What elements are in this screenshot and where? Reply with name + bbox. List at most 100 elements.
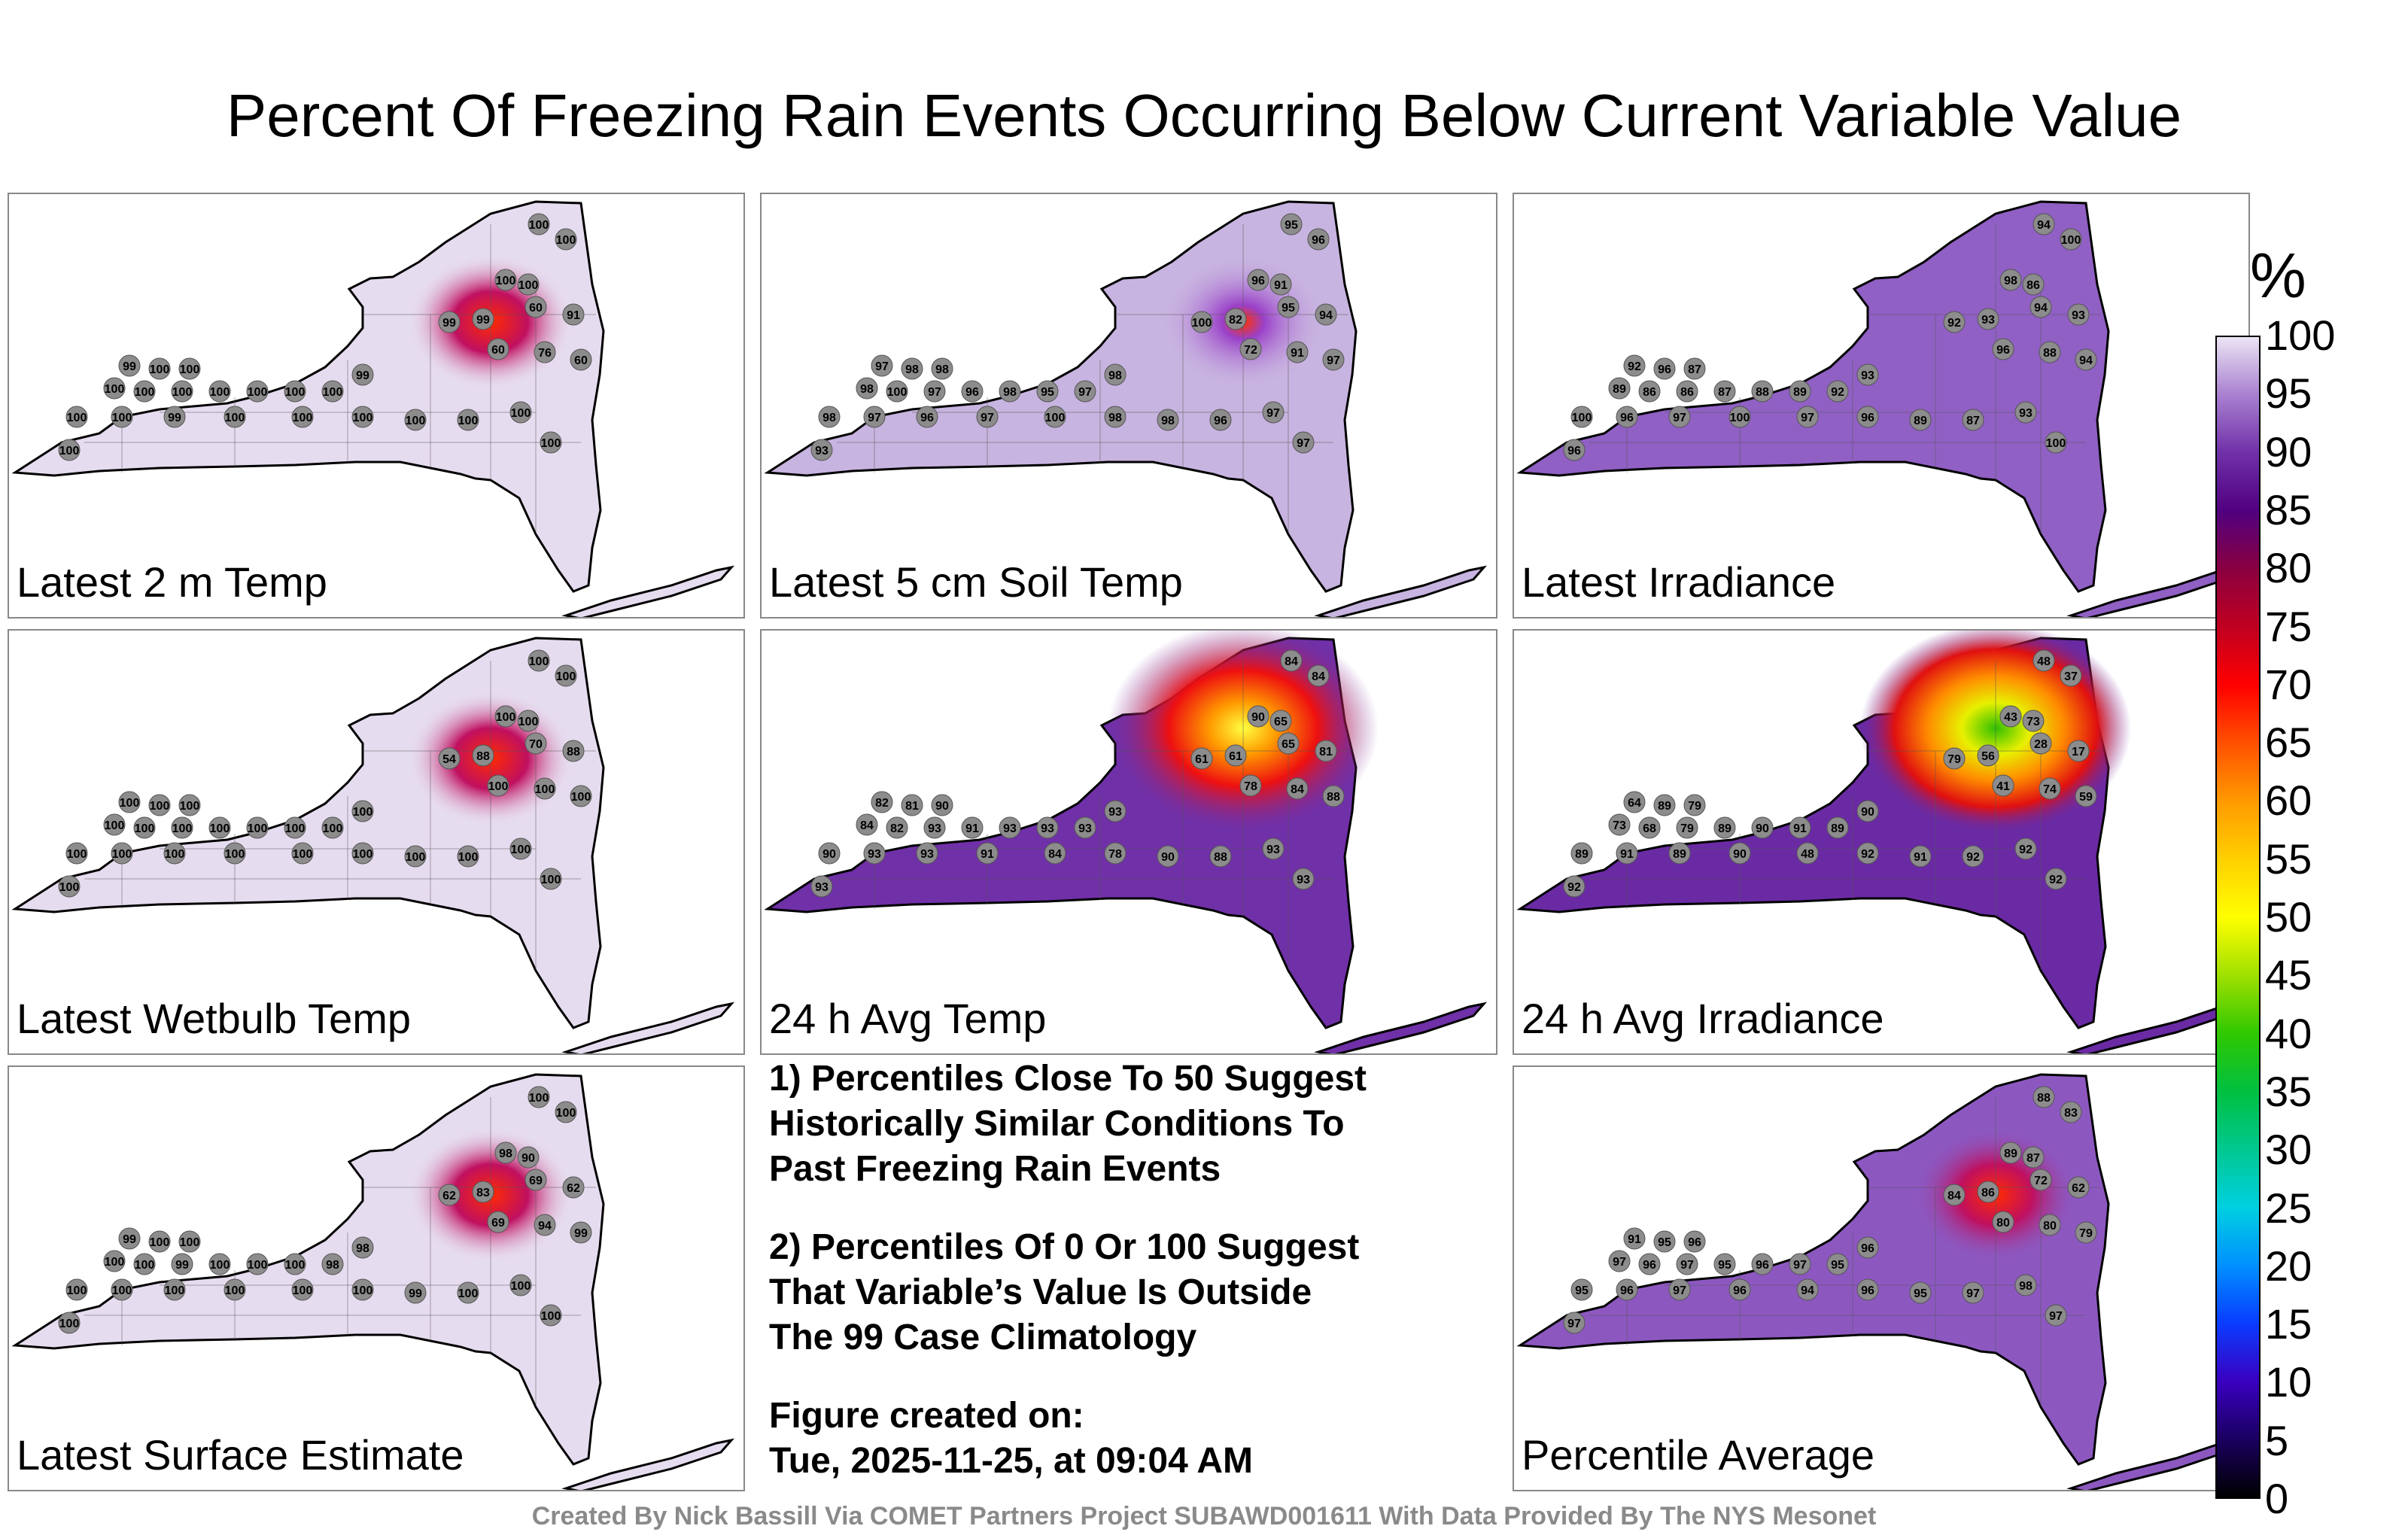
station-label: 93 [2019, 407, 2033, 420]
colorbar-tick-label: 15 [2265, 1300, 2312, 1348]
station-label: 100 [165, 1284, 185, 1297]
station-marker [1190, 311, 1213, 333]
station-label: 86 [1680, 386, 1694, 399]
station-value: 100 [404, 845, 427, 868]
station-value: 100 [886, 380, 908, 403]
station-value: 87 [2022, 1146, 2045, 1169]
station-label: 96 [1756, 1259, 1769, 1272]
station-label: 100 [353, 1284, 373, 1297]
station-label: 93 [868, 848, 881, 861]
colorbar-unit: % [2250, 240, 2306, 311]
station-marker [1856, 363, 1879, 386]
station-label: 100 [529, 655, 549, 668]
station-label: 96 [1996, 344, 2010, 357]
station-label: 92 [1567, 881, 1581, 894]
station-value: 84 [1044, 842, 1066, 865]
station-label: 93 [815, 881, 829, 894]
station-marker [1157, 845, 1179, 868]
station-value: 97 [2045, 1304, 2067, 1327]
station-label: 91 [1274, 279, 1288, 292]
station-marker [1856, 1236, 1879, 1259]
station-value: 89 [1570, 842, 1593, 865]
station-label: 96 [1861, 412, 1874, 424]
station-marker [1157, 409, 1179, 431]
station-value: 100 [284, 1253, 306, 1275]
station-value: 82 [886, 816, 908, 839]
station-value: 73 [2022, 710, 2045, 732]
station-label: 69 [491, 1217, 505, 1230]
station-label: 94 [538, 1220, 552, 1233]
station-marker [1563, 439, 1586, 461]
note-line: 2) Percentiles Of 0 Or 100 Suggest [769, 1227, 1360, 1267]
station-marker [1962, 1281, 1984, 1304]
station-value: 91 [1269, 273, 1292, 296]
station-label: 97 [1673, 412, 1686, 424]
station-marker [1676, 816, 1698, 839]
station-marker [223, 842, 246, 865]
station-marker [494, 1141, 517, 1164]
station-marker [1943, 1184, 1966, 1206]
station-marker [163, 406, 186, 428]
station-value: 93 [1262, 837, 1285, 860]
station-label: 94 [2037, 219, 2051, 232]
station-value: 72 [2029, 1169, 2052, 1191]
station-value: 100 [246, 1253, 269, 1275]
station-label: 100 [105, 1256, 125, 1269]
station-label: 100 [1730, 412, 1750, 424]
station-label: 100 [406, 415, 426, 427]
map-panel: 100 100 100 100 99 99 60 91 60 76 60 99 100 100 100 100… [8, 193, 745, 619]
station-marker [509, 401, 532, 424]
station-value: 95 [1713, 1253, 1736, 1275]
station-label: 100 [59, 881, 80, 894]
station-value: 62 [438, 1184, 461, 1206]
station-value: 97 [1262, 401, 1285, 424]
station-value: 96 [1856, 406, 1879, 428]
station-value: 96 [1616, 406, 1638, 428]
station-label: 97 [1327, 354, 1340, 367]
station-marker [1104, 842, 1126, 865]
station-label: 100 [172, 386, 193, 399]
station-label: 48 [2037, 655, 2051, 668]
station-value: 100 [2045, 431, 2067, 454]
station-marker [103, 813, 126, 836]
station-label: 97 [1966, 1287, 1980, 1300]
station-value: 91 [1286, 341, 1309, 363]
station-value: 100 [58, 439, 81, 461]
station-label: 68 [1643, 822, 1656, 835]
station-marker [1616, 1278, 1638, 1301]
station-marker [457, 409, 479, 431]
station-label: 97 [1673, 1284, 1686, 1297]
station-label: 100 [496, 275, 516, 287]
station-label: 88 [1327, 791, 1340, 804]
station-marker [1623, 354, 1646, 377]
station-value: 100 [1570, 406, 1593, 428]
station-label: 99 [476, 314, 490, 327]
station-value: 100 [457, 1281, 479, 1304]
station-label: 95 [1914, 1287, 1927, 1300]
station-value: 94 [1315, 303, 1337, 326]
station-value: 97 [1292, 431, 1315, 454]
station-marker [1104, 406, 1126, 428]
station-label: 97 [875, 360, 889, 373]
station-marker [886, 816, 908, 839]
station-marker [438, 747, 461, 770]
station-value: 97 [1608, 1250, 1631, 1272]
station-label: 100 [112, 412, 132, 424]
station-value: 100 [487, 774, 509, 797]
station-label: 100 [2046, 437, 2066, 450]
long-island-outline [1314, 565, 1488, 617]
station-marker [171, 816, 193, 839]
station-value: 91 [1623, 1227, 1646, 1250]
colorbar-tick-label: 45 [2265, 951, 2312, 999]
station-marker [540, 1304, 562, 1327]
station-label: 97 [868, 412, 881, 424]
station-label: 93 [1078, 822, 1092, 835]
station-value: 100 [223, 406, 246, 428]
station-marker [284, 816, 306, 839]
station-marker [2067, 1176, 2090, 1199]
station-marker [163, 842, 186, 865]
station-label: 97 [2049, 1310, 2063, 1323]
station-value: 100 [208, 816, 231, 839]
station-value: 93 [923, 816, 946, 839]
station-label: 100 [529, 219, 549, 232]
